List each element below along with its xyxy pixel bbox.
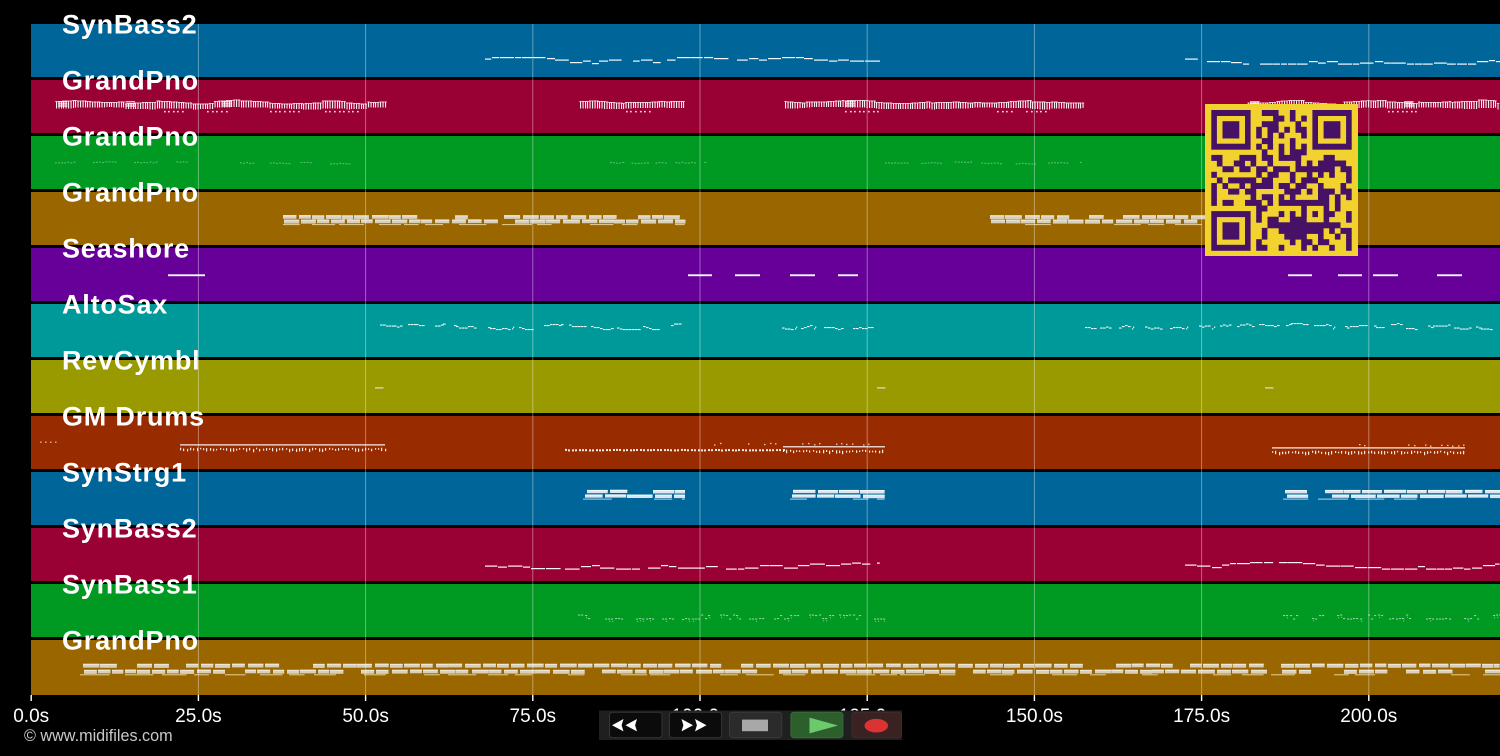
svg-text:0.0s: 0.0s bbox=[13, 706, 49, 727]
svg-text:GrandPno: GrandPno bbox=[62, 625, 199, 655]
svg-text:SynBass2: SynBass2 bbox=[62, 9, 197, 39]
svg-text:75.0s: 75.0s bbox=[510, 706, 556, 727]
svg-text:GrandPno: GrandPno bbox=[62, 65, 199, 95]
svg-text:GrandPno: GrandPno bbox=[62, 121, 199, 151]
svg-text:SynBass1: SynBass1 bbox=[62, 569, 197, 599]
svg-text:200.0s: 200.0s bbox=[1340, 706, 1397, 727]
svg-text:AltoSax: AltoSax bbox=[62, 289, 168, 319]
svg-text:25.0s: 25.0s bbox=[175, 706, 221, 727]
svg-text:RevCymbl: RevCymbl bbox=[62, 345, 200, 375]
svg-text:150.0s: 150.0s bbox=[1006, 706, 1063, 727]
svg-text:GM Drums: GM Drums bbox=[62, 401, 205, 431]
svg-text:175.0s: 175.0s bbox=[1173, 706, 1230, 727]
svg-text:SynBass2: SynBass2 bbox=[62, 513, 197, 543]
svg-text:Seashore: Seashore bbox=[62, 233, 190, 263]
svg-text:50.0s: 50.0s bbox=[342, 706, 388, 727]
svg-text:SynStrg1: SynStrg1 bbox=[62, 457, 187, 487]
svg-text:GrandPno: GrandPno bbox=[62, 177, 199, 207]
svg-text:© www.midifiles.com: © www.midifiles.com bbox=[24, 727, 173, 745]
